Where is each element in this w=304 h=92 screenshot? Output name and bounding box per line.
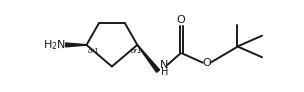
Text: N: N: [160, 60, 168, 70]
Text: $\mathsf{H_2N}$: $\mathsf{H_2N}$: [43, 38, 66, 52]
Polygon shape: [66, 43, 87, 47]
Text: or1: or1: [131, 48, 143, 54]
Polygon shape: [137, 45, 160, 72]
Text: O: O: [202, 58, 211, 68]
Text: O: O: [177, 15, 185, 25]
Text: or1: or1: [88, 48, 100, 54]
Text: H: H: [161, 67, 168, 77]
